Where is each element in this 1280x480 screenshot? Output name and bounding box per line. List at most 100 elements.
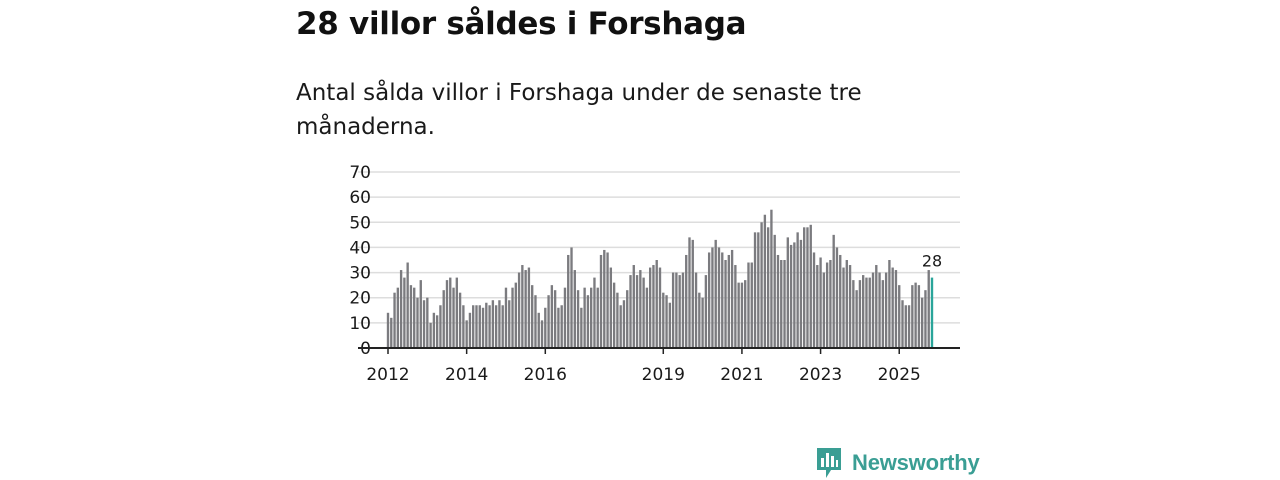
bar xyxy=(835,247,839,348)
bar xyxy=(645,287,649,348)
bar xyxy=(481,307,485,348)
bar xyxy=(590,287,593,348)
bar xyxy=(878,272,881,348)
bar xyxy=(796,232,799,348)
bar xyxy=(858,280,862,348)
bar xyxy=(544,307,547,348)
newsworthy-logo[interactable]: Newsworthy xyxy=(815,446,980,480)
bar xyxy=(531,285,534,348)
bar xyxy=(501,305,504,348)
bar xyxy=(622,300,626,348)
bar xyxy=(494,305,498,348)
bar xyxy=(707,252,711,348)
newsworthy-logo-icon xyxy=(817,448,841,478)
bar xyxy=(422,300,426,348)
bar xyxy=(511,287,514,348)
bar xyxy=(576,290,580,348)
bar xyxy=(652,265,655,348)
bar xyxy=(426,297,429,348)
bar xyxy=(907,305,911,348)
bar xyxy=(786,237,789,348)
bar xyxy=(442,290,445,348)
bar xyxy=(439,305,442,348)
bar xyxy=(825,262,829,348)
bar xyxy=(865,277,868,348)
bar xyxy=(714,239,717,348)
bar xyxy=(452,287,455,348)
bar xyxy=(612,282,616,348)
bar xyxy=(629,275,632,348)
bar xyxy=(435,315,439,348)
y-tick-label: 20 xyxy=(349,289,371,309)
bar xyxy=(793,242,796,348)
bar xyxy=(639,270,642,348)
bar xyxy=(537,312,540,348)
bar xyxy=(750,262,753,348)
bar xyxy=(658,267,662,348)
bar xyxy=(586,295,590,348)
bar xyxy=(711,247,714,348)
bar xyxy=(747,262,750,348)
bar xyxy=(472,305,475,348)
bar xyxy=(429,322,432,348)
x-tick-label: 2019 xyxy=(642,365,685,385)
bar xyxy=(599,254,603,348)
x-tick-label: 2023 xyxy=(799,365,842,385)
bar xyxy=(458,292,462,348)
bar xyxy=(688,237,691,348)
bar xyxy=(753,232,757,348)
bar xyxy=(570,247,573,348)
last-value-label: 28 xyxy=(922,252,942,271)
bar xyxy=(881,280,885,348)
bar xyxy=(776,254,780,348)
bar xyxy=(465,320,468,348)
bar xyxy=(635,275,639,348)
bar xyxy=(393,292,396,348)
bar xyxy=(403,277,406,348)
bar xyxy=(884,272,888,348)
bar xyxy=(553,290,557,348)
bar xyxy=(789,244,793,348)
bar xyxy=(803,227,806,348)
y-tick-label: 30 xyxy=(349,264,371,284)
bar xyxy=(563,287,567,348)
bar xyxy=(514,282,517,348)
bar xyxy=(917,285,921,348)
bar xyxy=(770,209,773,348)
bar xyxy=(478,305,481,348)
bar xyxy=(547,295,550,348)
bar xyxy=(806,227,809,348)
bar xyxy=(891,267,894,348)
bar xyxy=(527,267,531,348)
bar xyxy=(593,277,596,348)
chart-title: 28 villor såldes i Forshaga xyxy=(296,6,747,42)
bar xyxy=(868,277,871,348)
bar xyxy=(648,267,652,348)
bar xyxy=(698,292,701,348)
bar xyxy=(534,295,537,348)
bar xyxy=(822,272,826,348)
bar xyxy=(799,239,803,348)
bar xyxy=(665,295,668,348)
bar xyxy=(540,320,544,348)
bar xyxy=(468,312,472,348)
bar xyxy=(871,272,875,348)
bar xyxy=(406,262,409,348)
y-tick-label: 70 xyxy=(349,163,371,183)
bar xyxy=(809,224,812,348)
bar xyxy=(475,305,478,348)
bar xyxy=(668,302,672,348)
bar xyxy=(419,280,422,348)
bar xyxy=(390,317,393,348)
bar xyxy=(524,270,527,348)
bar xyxy=(888,260,891,348)
bar xyxy=(678,275,681,348)
bar xyxy=(655,260,658,348)
bar xyxy=(596,287,599,348)
bar xyxy=(760,222,763,348)
bar xyxy=(642,277,645,348)
bar xyxy=(632,265,635,348)
bar xyxy=(671,272,675,348)
bar xyxy=(685,254,688,348)
